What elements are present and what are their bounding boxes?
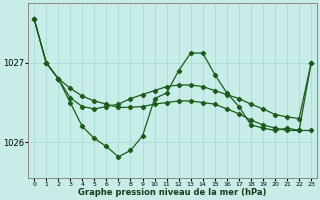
- X-axis label: Graphe pression niveau de la mer (hPa): Graphe pression niveau de la mer (hPa): [78, 188, 267, 197]
